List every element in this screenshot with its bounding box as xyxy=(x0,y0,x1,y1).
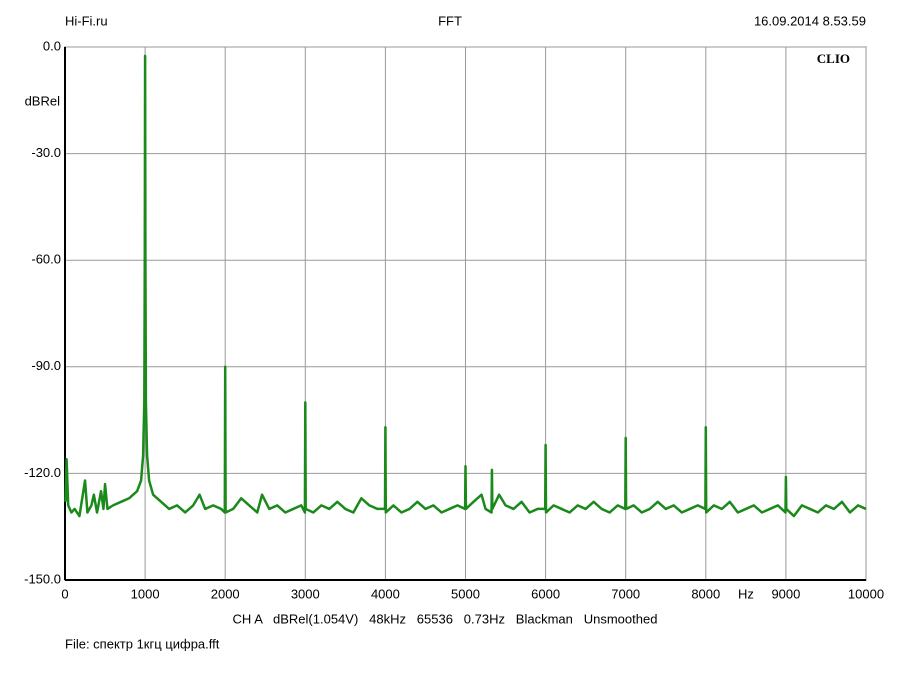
header-left: Hi-Fi.ru xyxy=(65,13,108,28)
x-tick-label: 0 xyxy=(61,586,68,601)
x-tick-label: 8000 xyxy=(691,586,720,601)
x-tick-label: 10000 xyxy=(848,586,884,601)
y-tick-label: -60.0 xyxy=(31,252,61,267)
chart-title: FFT xyxy=(438,13,462,28)
x-tick-label: 5000 xyxy=(451,586,480,601)
y-tick-label: 0.0 xyxy=(43,38,61,53)
footer-file: File: спектр 1кгц цифра.fft xyxy=(65,636,220,651)
y-tick-label: -150.0 xyxy=(24,571,61,586)
x-axis-label: Hz xyxy=(738,586,754,601)
x-tick-label: 9000 xyxy=(771,586,800,601)
x-tick-label: 2000 xyxy=(211,586,240,601)
y-tick-label: -30.0 xyxy=(31,145,61,160)
spectrum-line xyxy=(64,54,867,518)
x-tick-label: 1000 xyxy=(131,586,160,601)
x-tick-label: 4000 xyxy=(371,586,400,601)
footer-settings: CH A dBRel(1.054V) 48kHz 65536 0.73Hz Bl… xyxy=(233,611,658,626)
header-right: 16.09.2014 8.53.59 xyxy=(754,13,866,28)
y-tick-label: -120.0 xyxy=(24,465,61,480)
y-axis-label: dBRel xyxy=(25,93,61,108)
x-tick-label: 6000 xyxy=(531,586,560,601)
x-tick-label: 7000 xyxy=(611,586,640,601)
x-tick-label: 3000 xyxy=(291,586,320,601)
y-tick-label: -90.0 xyxy=(31,358,61,373)
watermark: CLIO xyxy=(817,51,850,66)
